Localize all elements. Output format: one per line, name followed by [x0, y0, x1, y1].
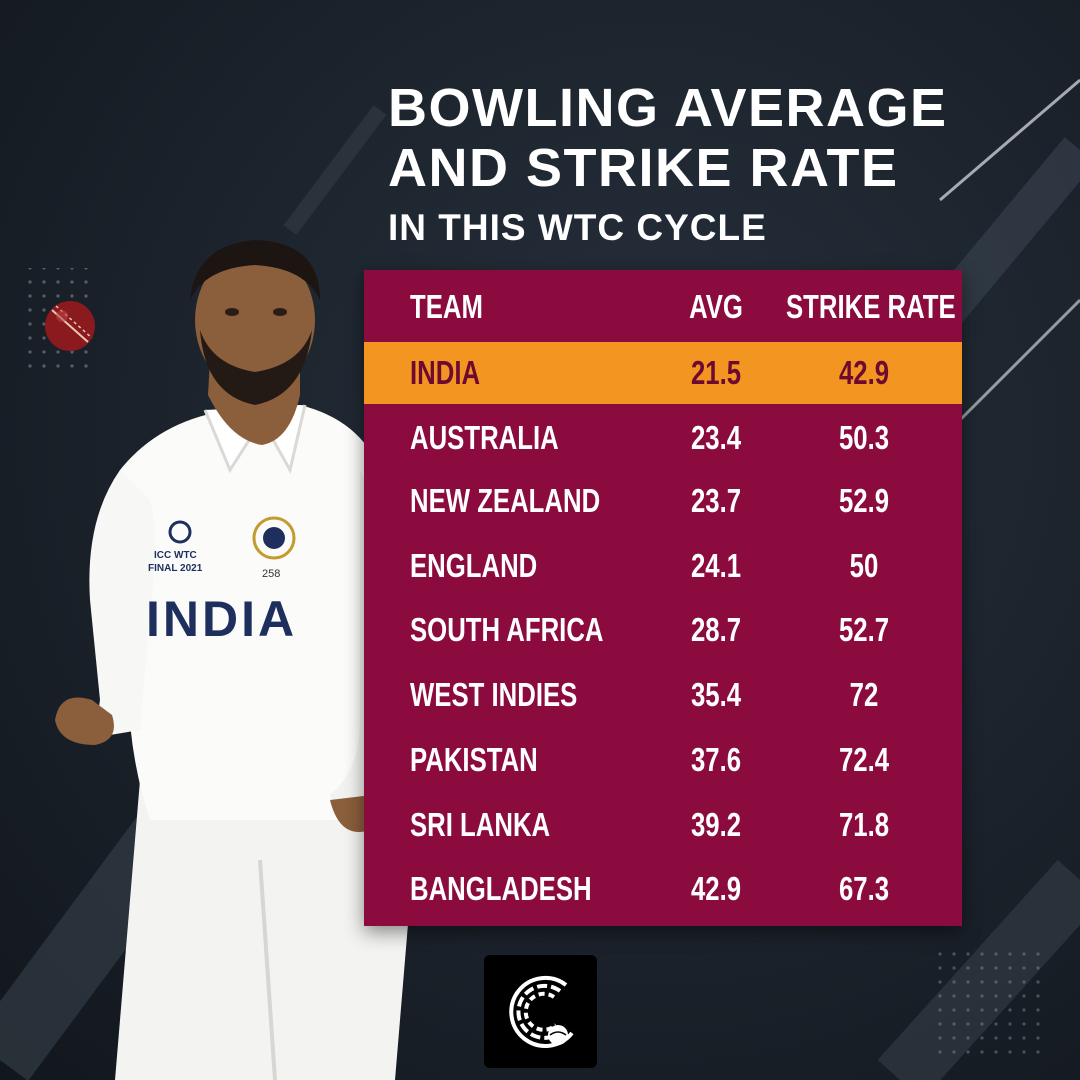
- table-row: PAKISTAN 37.6 72.4: [364, 729, 962, 791]
- header-team: TEAM: [410, 288, 483, 325]
- jersey-text: INDIA: [146, 591, 297, 647]
- table-row: BANGLADESH 42.9 67.3: [364, 858, 962, 920]
- strike-rate-value: 52.7: [838, 611, 890, 648]
- table-row: SRI LANKA 39.2 71.8: [364, 794, 962, 856]
- badge-text-2: FINAL 2021: [148, 563, 203, 574]
- team-name: NEW ZEALAND: [410, 482, 601, 519]
- badge-text-1: ICC WTC: [154, 550, 197, 561]
- strike-rate-value: 42.9: [838, 354, 890, 391]
- avg-value: 42.9: [690, 870, 742, 907]
- avg-value: 35.4: [690, 676, 742, 713]
- team-name: SRI LANKA: [410, 806, 551, 843]
- table-row-highlighted: INDIA 21.5 42.9: [364, 342, 962, 404]
- avg-value: 24.1: [690, 547, 742, 584]
- avg-value: 23.4: [690, 419, 742, 456]
- title-block: BOWLING AVERAGE AND STRIKE RATE IN THIS …: [388, 78, 948, 250]
- table-row: AUSTRALIA 23.4 50.3: [364, 407, 962, 469]
- avg-value: 23.7: [690, 482, 742, 519]
- team-name: INDIA: [410, 354, 481, 391]
- title-line-1: BOWLING AVERAGE: [388, 78, 948, 138]
- avg-value: 28.7: [690, 611, 742, 648]
- team-name: WEST INDIES: [410, 676, 578, 713]
- header-avg: AVG: [689, 288, 743, 325]
- title-line-2: AND STRIKE RATE: [388, 138, 899, 198]
- stats-table: TEAM AVG STRIKE RATE INDIA 21.5 42.9 AUS…: [364, 270, 962, 926]
- table-row: WEST INDIES 35.4 72: [364, 664, 962, 726]
- team-name: AUSTRALIA: [410, 419, 559, 456]
- avg-value: 39.2: [690, 806, 742, 843]
- logo-mark-icon: [509, 976, 574, 1048]
- header-strike-rate: STRIKE RATE: [786, 288, 956, 325]
- strike-rate-value: 72.4: [838, 741, 890, 778]
- team-name: SOUTH AFRICA: [410, 611, 604, 648]
- subtitle: IN THIS WTC CYCLE: [388, 207, 767, 248]
- table-header: TEAM AVG STRIKE RATE: [364, 276, 962, 338]
- avg-value: 37.6: [690, 741, 742, 778]
- brand-logo: [484, 955, 597, 1068]
- strike-rate-value: 50.3: [838, 419, 890, 456]
- team-name: ENGLAND: [410, 547, 538, 584]
- table-row: ENGLAND 24.1 50: [364, 535, 962, 597]
- table-row: SOUTH AFRICA 28.7 52.7: [364, 599, 962, 661]
- strike-rate-value: 67.3: [838, 870, 890, 907]
- shirt-number: 258: [262, 568, 280, 580]
- team-name: PAKISTAN: [410, 741, 538, 778]
- strike-rate-value: 72: [849, 676, 879, 713]
- strike-rate-value: 52.9: [838, 482, 890, 519]
- strike-rate-value: 50: [849, 547, 879, 584]
- avg-value: 21.5: [690, 354, 742, 391]
- strike-rate-value: 71.8: [838, 806, 890, 843]
- team-name: BANGLADESH: [410, 870, 592, 907]
- table-row: NEW ZEALAND 23.7 52.9: [364, 470, 962, 532]
